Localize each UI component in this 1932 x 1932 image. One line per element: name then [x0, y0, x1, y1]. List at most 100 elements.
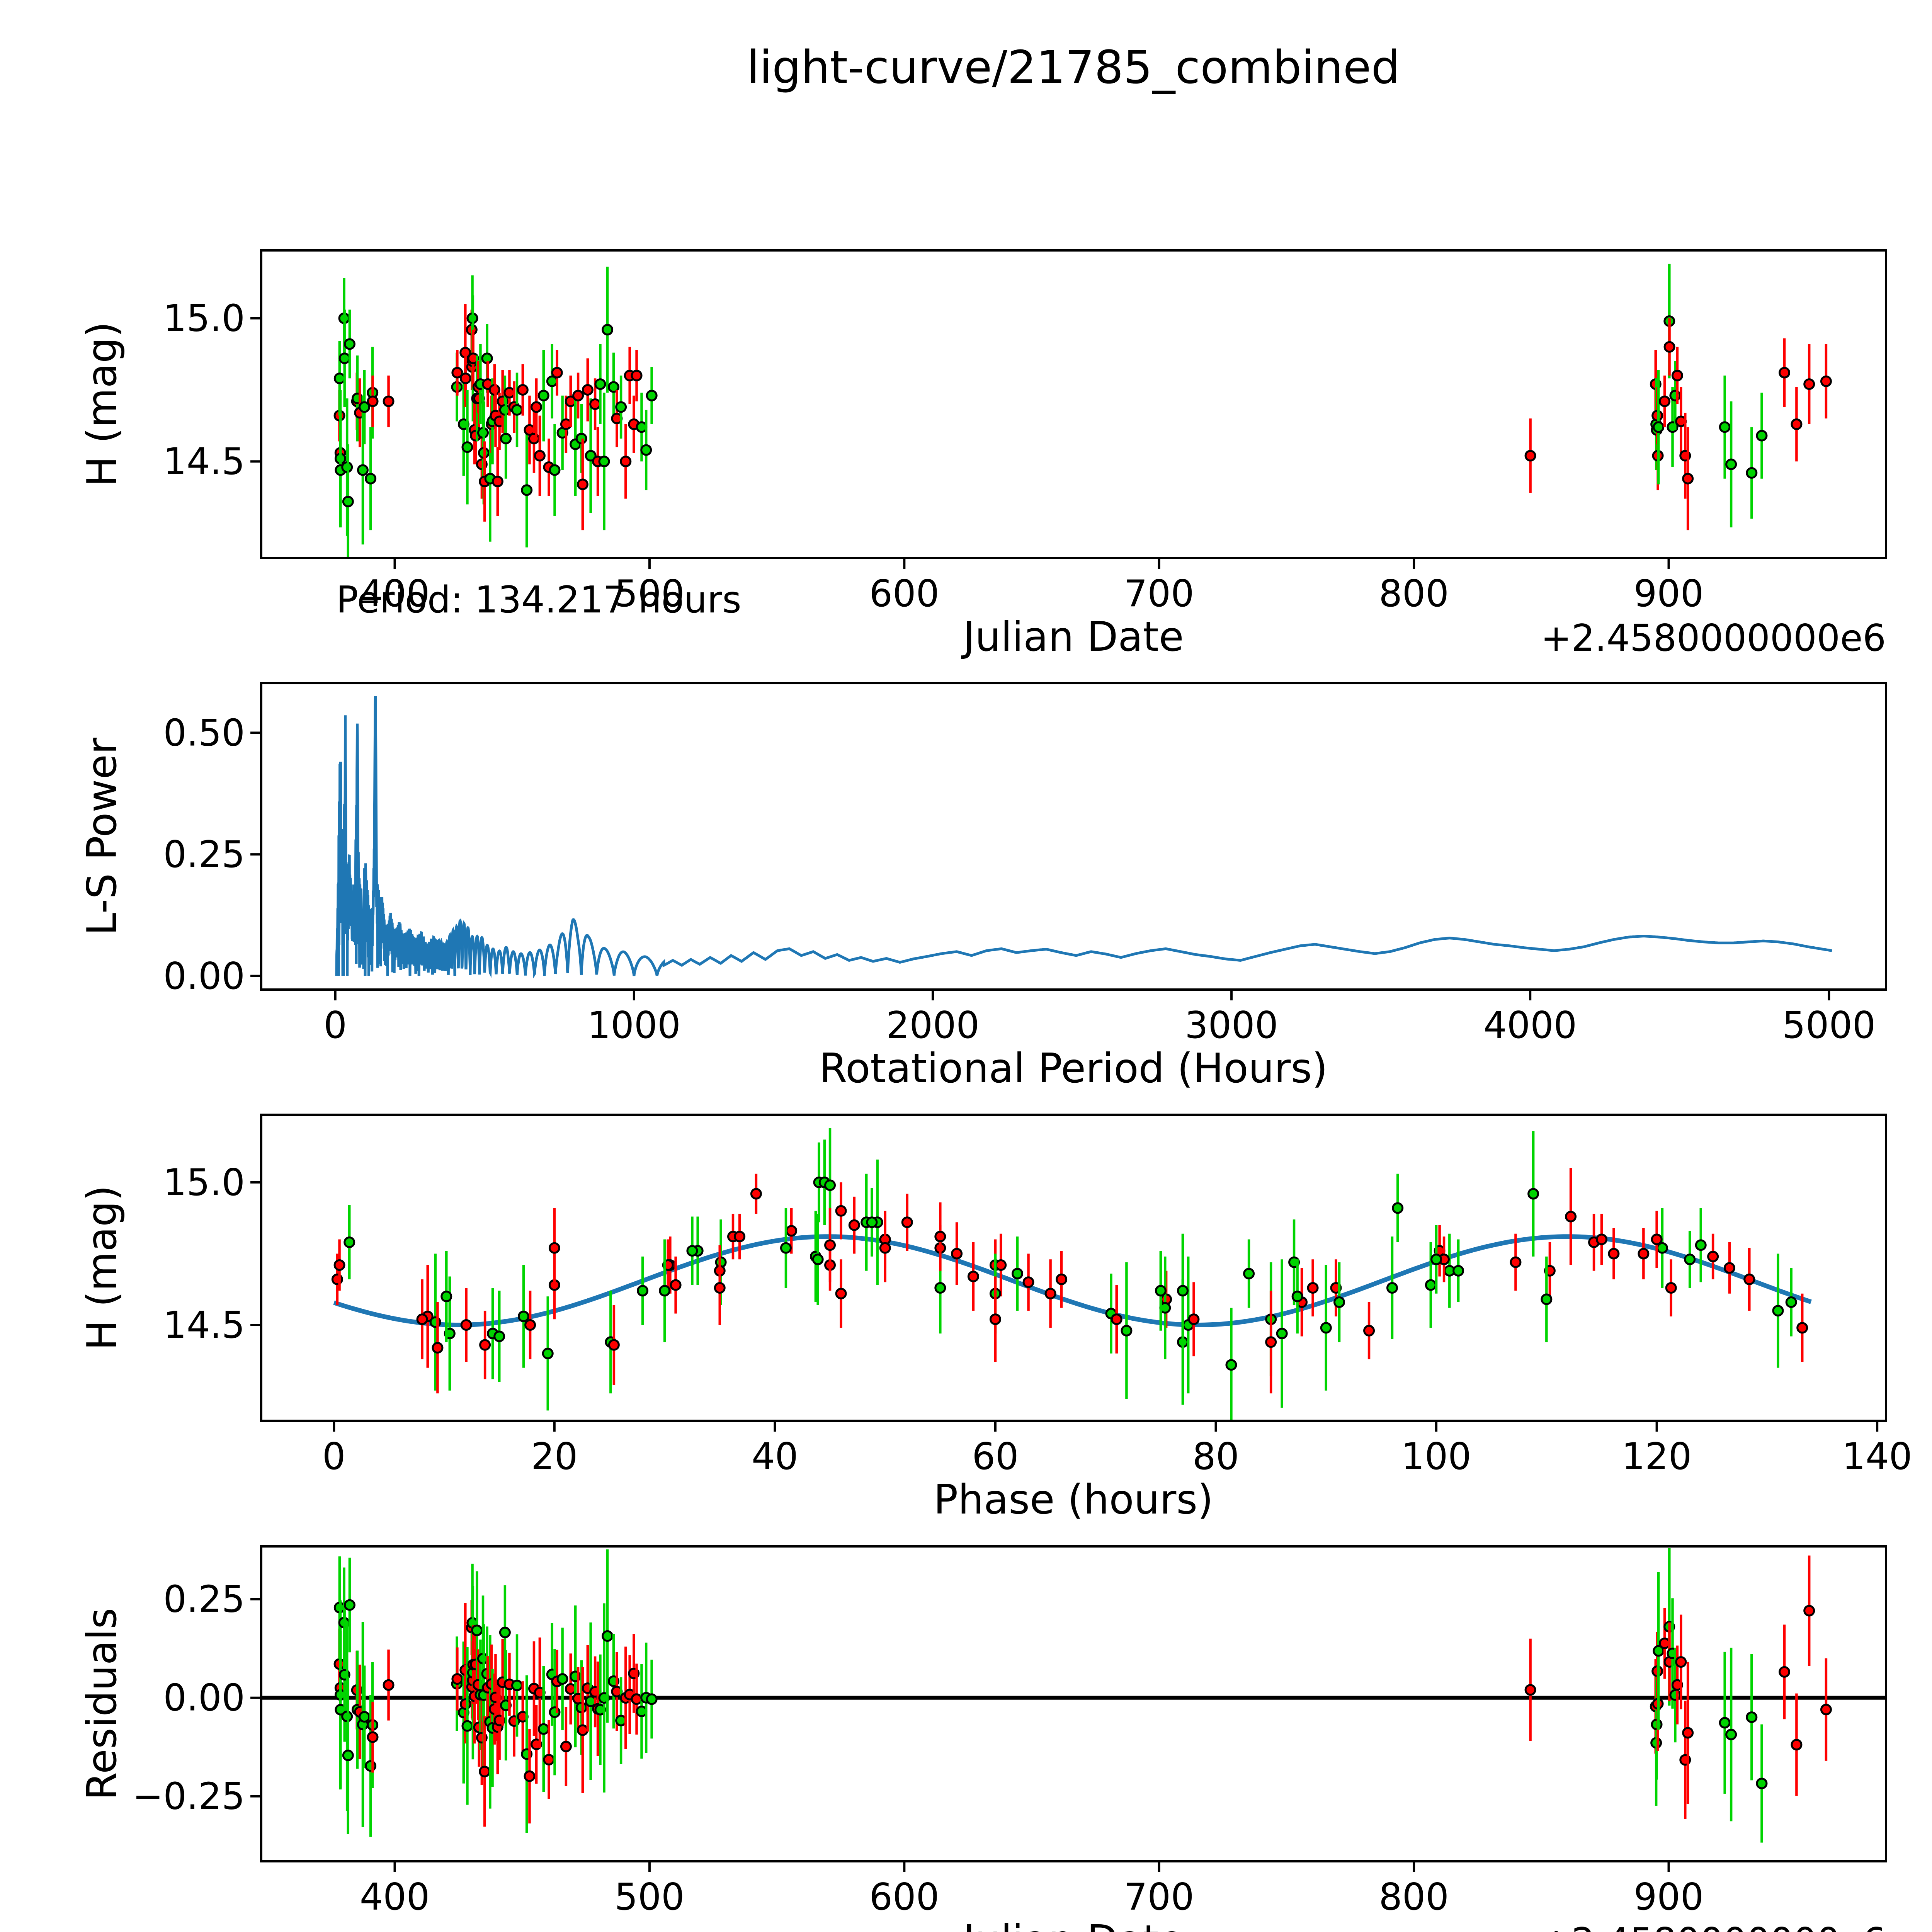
jd-magnitude-plot-frame: [260, 249, 1887, 559]
jd-magnitude-axis-offset: +2.4580000000e6: [1541, 617, 1886, 660]
jd-magnitude-xlabel: Julian Date: [961, 613, 1184, 660]
x-tick-label: 700: [1124, 1876, 1194, 1918]
data-point: [383, 1679, 395, 1691]
data-point: [812, 1253, 824, 1265]
data-point: [333, 372, 345, 384]
period-annotation: Period: 134.217 hours: [336, 579, 742, 621]
data-point: [1779, 367, 1791, 379]
data-point: [1541, 1293, 1553, 1305]
data-point: [543, 1754, 555, 1766]
x-tick-label: 3000: [1185, 1004, 1278, 1047]
data-point: [460, 1319, 472, 1331]
data-point: [615, 1714, 627, 1726]
x-tick-label: 700: [1124, 573, 1194, 615]
data-point: [1695, 1239, 1707, 1251]
data-point: [556, 1673, 568, 1685]
data-point: [1791, 418, 1803, 430]
periodogram-series: [335, 696, 1832, 978]
data-point: [1725, 1728, 1737, 1740]
data-point: [1430, 1253, 1442, 1265]
data-point: [734, 1231, 746, 1243]
data-point: [1791, 1739, 1803, 1751]
data-point: [333, 1259, 345, 1271]
data-point: [1725, 458, 1737, 470]
data-point: [551, 367, 563, 379]
data-point: [951, 1248, 963, 1260]
y-tick-label: 14.5: [163, 1304, 245, 1347]
data-point: [1682, 473, 1694, 485]
data-point: [631, 1693, 643, 1705]
data-point: [1638, 1248, 1650, 1260]
data-point: [537, 1723, 549, 1735]
x-tick-label: 100: [1401, 1435, 1471, 1478]
data-point: [493, 1330, 505, 1342]
y-tick-label: 0.25: [163, 833, 245, 876]
data-point: [1608, 1248, 1620, 1260]
data-point: [1772, 1305, 1784, 1317]
x-tick-label: 60: [972, 1435, 1019, 1478]
periodogram-ylabel: L-S Power: [78, 737, 126, 935]
y-tick-label: 15.0: [163, 1162, 245, 1204]
data-point: [1044, 1287, 1056, 1299]
data-point: [416, 1313, 428, 1325]
data-point: [1155, 1285, 1167, 1297]
data-point: [1392, 1202, 1404, 1214]
data-point: [344, 1236, 355, 1248]
data-point: [594, 378, 606, 390]
data-point: [1659, 1637, 1671, 1649]
data-point: [1177, 1285, 1189, 1297]
data-point: [1756, 1777, 1768, 1789]
data-point: [835, 1205, 847, 1217]
data-point: [1111, 1313, 1122, 1325]
x-tick-label: 400: [360, 573, 430, 615]
data-point: [479, 1339, 491, 1351]
data-point: [780, 1242, 792, 1254]
data-point: [359, 1711, 371, 1723]
data-point: [451, 367, 463, 379]
residuals-series: [262, 1548, 1885, 1843]
data-point: [1653, 421, 1665, 433]
data-point: [342, 495, 354, 507]
data-point: [1671, 369, 1683, 381]
residuals-axis-offset: +2.4580000000e6: [1541, 1920, 1886, 1932]
data-point: [503, 387, 515, 399]
jd-magnitude-series: [333, 264, 1832, 557]
data-point: [451, 1673, 463, 1685]
data-point: [1707, 1250, 1719, 1262]
data-point: [1669, 389, 1681, 401]
x-tick-label: 140: [1842, 1435, 1912, 1478]
data-point: [608, 381, 620, 393]
y-tick-label: −0.25: [133, 1776, 245, 1818]
data-point: [572, 389, 584, 401]
y-tick-label: 15.0: [163, 298, 245, 340]
x-tick-label: 80: [1192, 1435, 1239, 1478]
x-tick-label: 20: [531, 1435, 578, 1478]
data-point: [1684, 1253, 1696, 1265]
data-point: [602, 324, 614, 336]
data-point: [934, 1282, 946, 1294]
data-point: [589, 398, 601, 410]
data-point: [879, 1242, 891, 1254]
data-point: [598, 456, 610, 468]
data-point: [995, 1259, 1007, 1271]
x-tick-label: 400: [360, 1876, 430, 1918]
data-point: [459, 1698, 471, 1710]
data-point: [1265, 1336, 1277, 1348]
data-point: [565, 1683, 577, 1695]
x-tick-label: 600: [869, 1876, 939, 1918]
x-tick-label: 40: [752, 1435, 798, 1478]
residuals-ylabel: Residuals: [78, 1608, 126, 1800]
y-tick-label: 14.5: [163, 440, 245, 483]
data-point: [608, 1339, 620, 1351]
data-point: [511, 1679, 523, 1691]
data-point: [365, 1760, 377, 1772]
phase-plot-frame: [260, 1114, 1887, 1422]
data-point: [1743, 1273, 1755, 1285]
data-point: [1022, 1276, 1034, 1288]
data-point: [582, 384, 594, 396]
data-point: [1669, 1689, 1681, 1701]
data-point: [1565, 1211, 1577, 1223]
x-tick-label: 2000: [886, 1004, 980, 1047]
sinusoid-fit-line: [333, 1234, 1812, 1328]
